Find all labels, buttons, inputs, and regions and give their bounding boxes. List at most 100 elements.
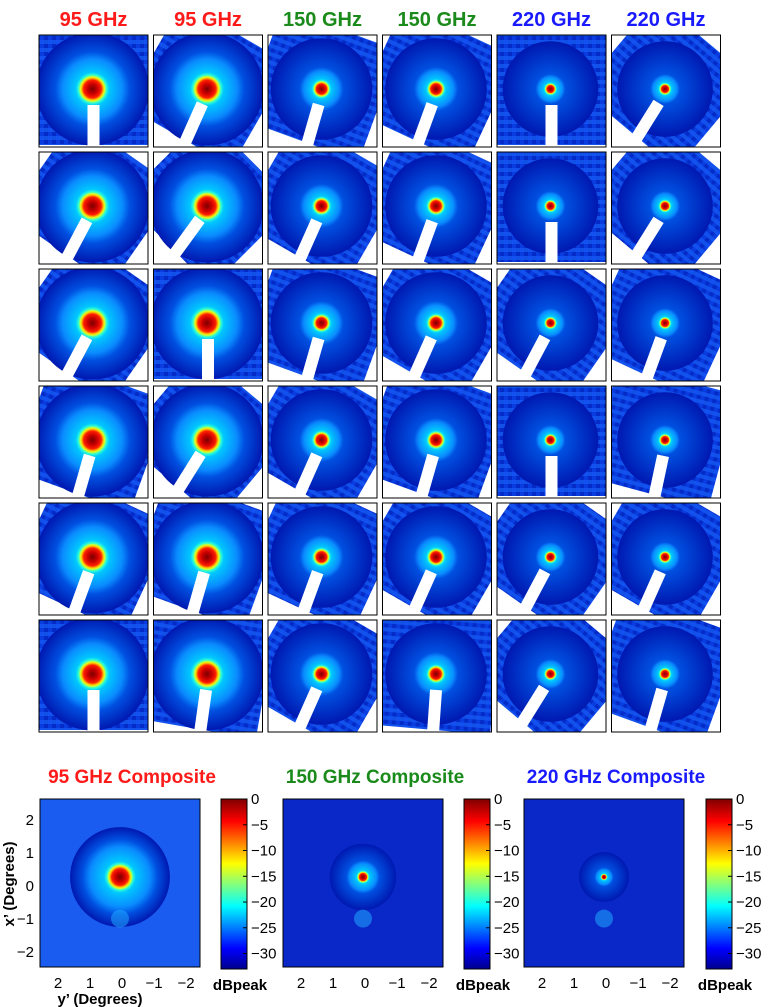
beam-spot	[153, 35, 263, 146]
cell-frame	[382, 34, 492, 148]
beam-spot	[617, 158, 713, 254]
beam-map-cell	[496, 268, 607, 382]
support-shadow	[642, 687, 668, 732]
beam-spot	[39, 620, 148, 731]
x-tick-label: −2	[177, 975, 194, 992]
composite-panel: 95 GHz Composite0−5−10−15−20−25−30dBpeak…	[39, 767, 276, 994]
colorbar-label: dBpeak	[456, 977, 511, 994]
beam-spot	[270, 389, 373, 491]
cell-frame	[382, 619, 492, 733]
beam-map-cell	[382, 34, 492, 148]
beam-map-cell	[496, 502, 607, 616]
beam-map-cell	[153, 34, 263, 148]
cell-frame	[496, 502, 607, 616]
beam-map-cell	[496, 619, 607, 733]
beam-map-cell	[153, 502, 263, 616]
individual-beam-map-grid	[38, 34, 721, 733]
y-tick-label: −2	[17, 944, 34, 961]
colorbar-tick-label: −25	[494, 920, 519, 937]
column-header: 220 GHz	[627, 9, 706, 31]
beam-map-cell	[496, 34, 607, 148]
x-tick-label: −1	[629, 975, 646, 992]
cell-frame	[496, 619, 607, 733]
beam-spot	[39, 152, 148, 263]
support-shadow	[634, 569, 666, 615]
beam-spot	[270, 38, 373, 140]
colorbar-tick-label: −10	[251, 843, 276, 860]
beam-map-cell	[496, 385, 607, 499]
support-shadow	[58, 334, 93, 381]
beam-map-cell	[382, 268, 492, 382]
support-shadow	[290, 452, 323, 498]
colorbar-tick-label: −5	[251, 817, 268, 834]
beam-map-cell	[38, 151, 149, 265]
support-shadow	[405, 335, 437, 381]
beam-map-cell	[153, 268, 263, 382]
beam-spot	[385, 623, 487, 725]
y-axis-label: x’ (Degrees)	[1, 841, 18, 926]
beam-map-cell	[38, 502, 149, 616]
beam-spot	[270, 155, 373, 257]
beam-map-cell	[382, 385, 492, 499]
cell-frame	[38, 151, 149, 265]
composite-frame	[282, 798, 444, 968]
column-header: 220 GHz	[512, 9, 591, 31]
beam-spot	[385, 506, 487, 608]
cell-frame	[611, 34, 721, 148]
cell-frame	[496, 268, 607, 382]
support-shadow	[413, 453, 439, 498]
support-shadow	[626, 216, 664, 264]
x-tick-label: 0	[118, 975, 126, 992]
beam-spot	[617, 275, 713, 371]
beam-spot	[270, 506, 373, 608]
y-tick-label: 1	[26, 845, 34, 862]
beam-map-cell	[38, 268, 149, 382]
support-shadow	[409, 219, 438, 264]
beam-spot	[502, 509, 599, 605]
colorbar-tick-label: −20	[494, 894, 519, 911]
support-shadow	[299, 336, 325, 381]
support-shadow	[58, 217, 93, 264]
cell-frame	[153, 268, 263, 382]
column-header: 150 GHz	[398, 9, 477, 31]
beam-spot	[617, 509, 713, 605]
beam-map-cell	[611, 385, 721, 499]
beam-map-cell	[153, 151, 263, 265]
beam-spot	[502, 392, 599, 488]
cell-frame	[267, 502, 378, 616]
beam-spot	[385, 389, 487, 491]
colorbar-tick-label: −25	[251, 920, 276, 937]
beam-map-cell	[267, 268, 378, 382]
y-tick-label: 0	[26, 878, 34, 895]
x-tick-label: 1	[329, 975, 337, 992]
y-tick-label: −1	[17, 911, 34, 928]
support-shadow	[426, 689, 443, 732]
support-shadow	[516, 334, 551, 381]
support-shadow	[70, 453, 96, 498]
beam-map-cell	[611, 34, 721, 148]
colorbar-tick-label: −20	[736, 894, 761, 911]
x-tick-label: −2	[420, 975, 437, 992]
cell-frame	[496, 385, 607, 499]
colorbar-tick-label: −5	[736, 817, 753, 834]
colorbar-tick-label: −10	[736, 843, 761, 860]
beam-spot	[617, 41, 713, 137]
cell-frame	[611, 619, 721, 733]
beam-spot	[502, 158, 599, 254]
cell-frame	[382, 268, 492, 382]
beam-spot	[153, 269, 263, 380]
support-shadow	[545, 456, 558, 498]
column-header: 95 GHz	[60, 9, 128, 31]
x-tick-label: 1	[86, 975, 94, 992]
beam-map-cell	[267, 619, 378, 733]
colorbar-tick-label: −10	[494, 843, 519, 860]
support-shadow	[290, 686, 323, 732]
y-tick-label: 2	[26, 812, 34, 829]
x-tick-label: −1	[145, 975, 162, 992]
composite-beam-maps: 95 GHz Composite0−5−10−15−20−25−30dBpeak…	[1, 767, 761, 1007]
beam-spot	[270, 623, 373, 725]
beam-spot	[617, 626, 713, 722]
support-shadow	[545, 105, 558, 147]
beam-map-cell	[267, 34, 378, 148]
